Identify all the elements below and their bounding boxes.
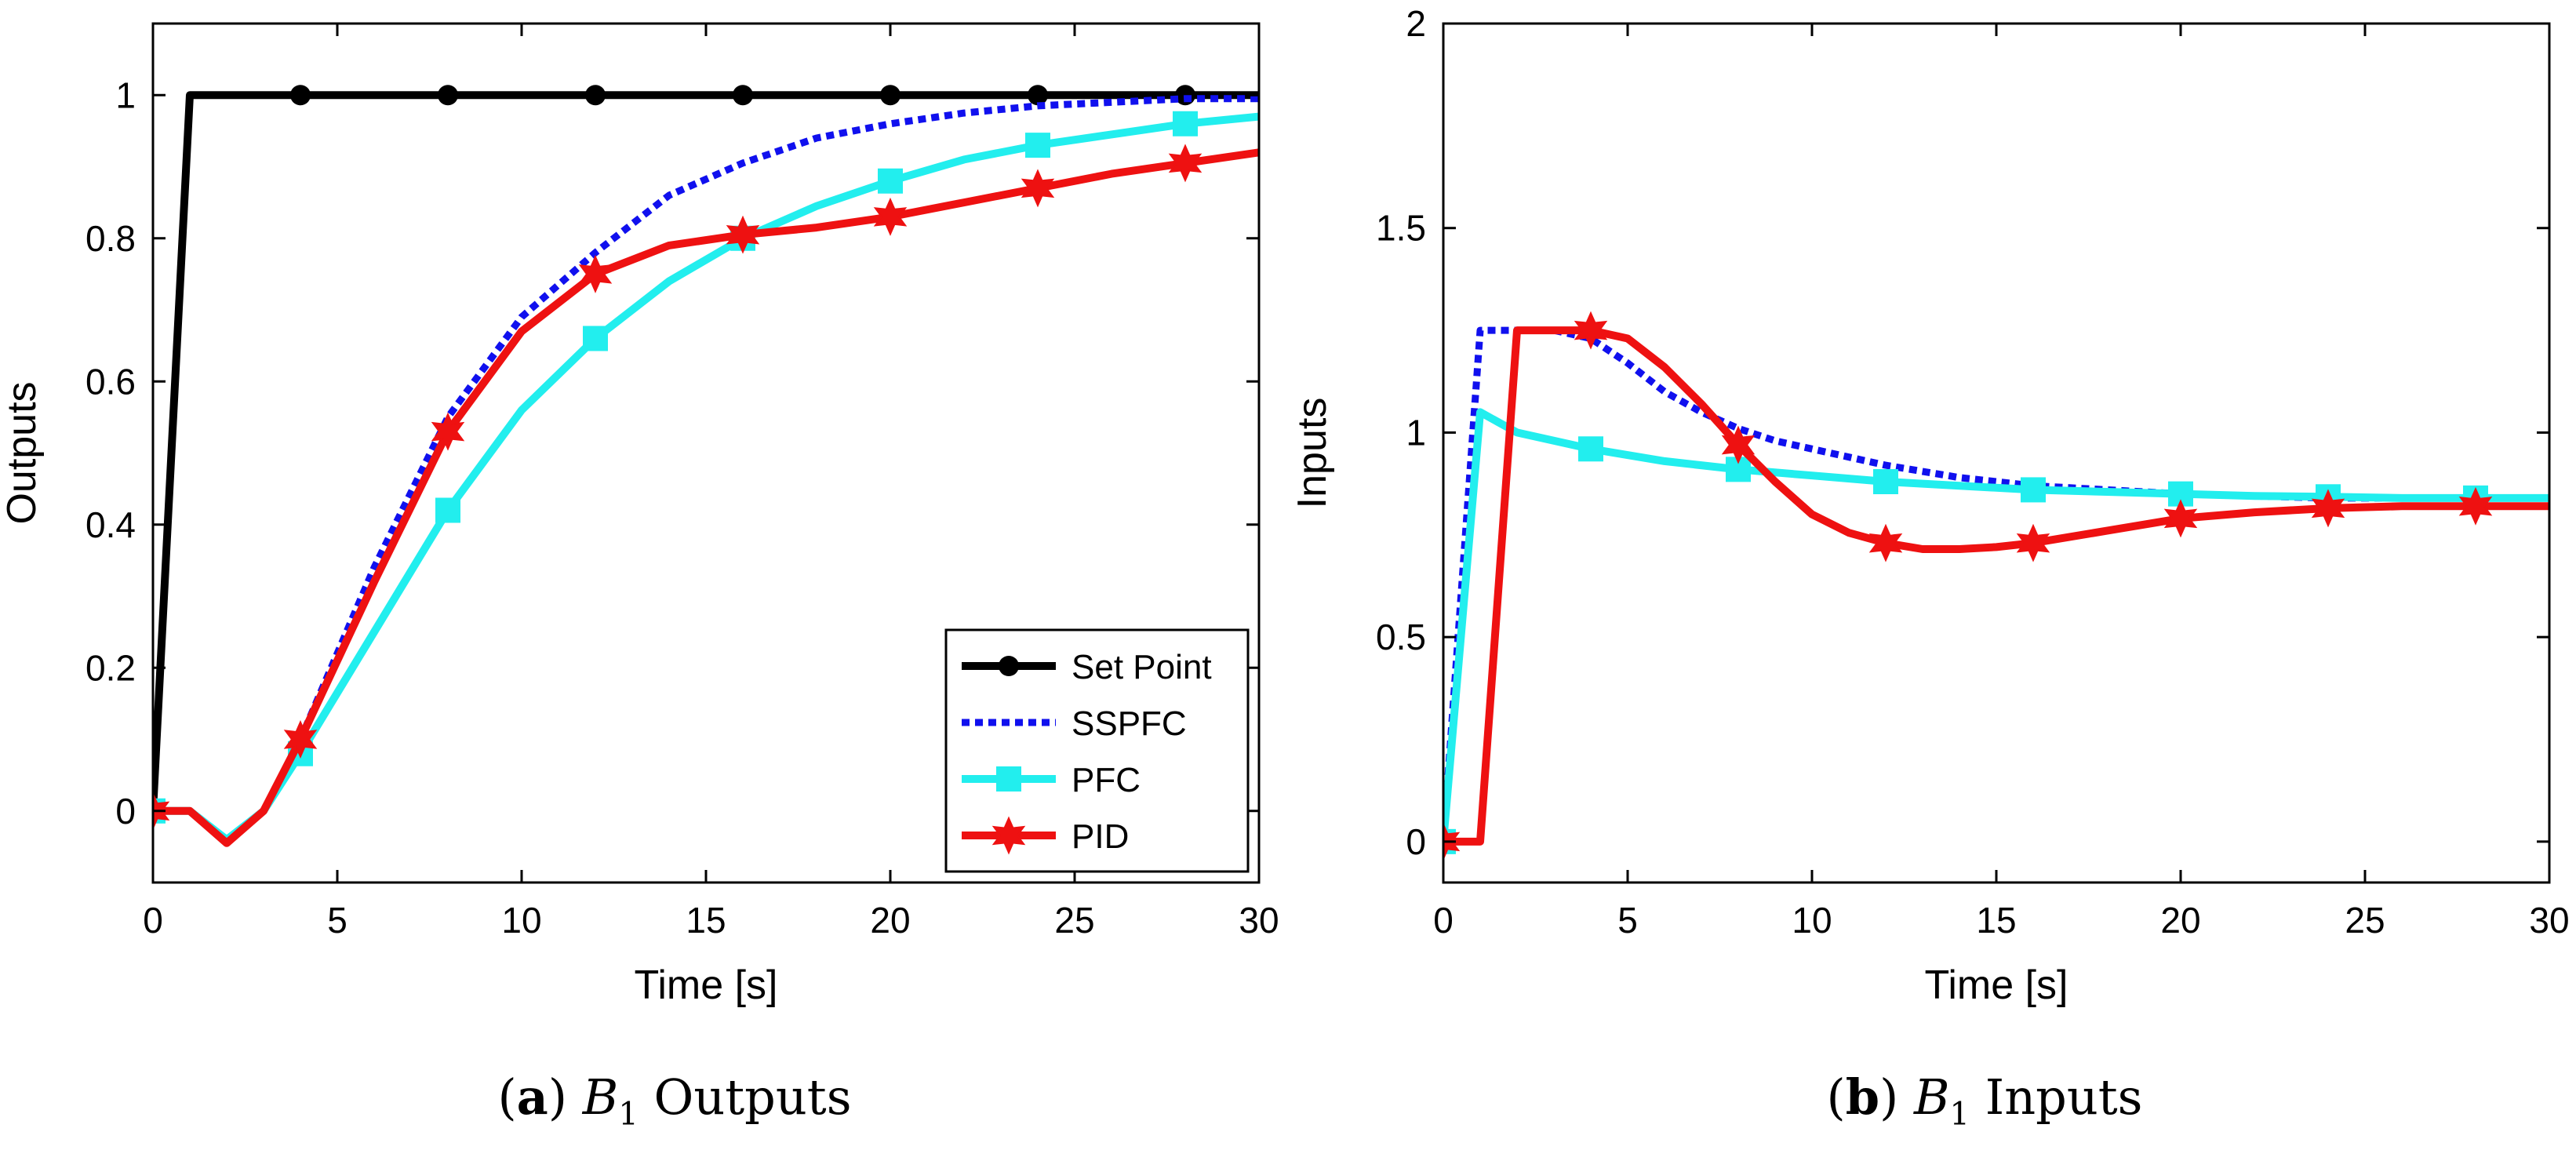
chart-a-ytick-label-3: 0.6 — [86, 361, 136, 402]
chart-a-legend-item-pid-label: PID — [1072, 817, 1129, 856]
chart-b-series-pfc-marker-1 — [1578, 436, 1603, 462]
chart-a-xtick-label-3: 15 — [686, 900, 726, 941]
chart-a-legend-item-sspfc-label: SSPFC — [1072, 704, 1187, 743]
chart-a-series-group — [153, 85, 1259, 847]
chart-a-series-pid-line — [153, 148, 1259, 847]
caption-b-subscript: 1 — [1949, 1096, 1970, 1133]
chart-a-series-pid-marker-6 — [1021, 169, 1055, 208]
chart-b-series-pid-marker-5 — [2163, 499, 2198, 538]
chart-a-xtick-label-4: 20 — [870, 900, 910, 941]
chart-b-xlabel: Time [s] — [1925, 963, 2068, 1008]
chart-b-ytick-label-4: 2 — [1406, 3, 1426, 44]
chart-a-series-set-point-marker-1 — [438, 85, 458, 106]
chart-a-xtick-label-1: 5 — [327, 900, 347, 941]
chart-a-xtick-label-2: 10 — [501, 900, 541, 941]
chart-b-series-pfc-marker-3 — [1873, 469, 1898, 494]
chart-a: 0 5 10 15 20 25 30 0 0.2 0.4 0.6 0.8 1 Time [s] Output… — [0, 22, 1279, 1008]
chart-a-series-pfc-marker-2 — [435, 497, 460, 523]
chart-b-xtick-label-0: 0 — [1433, 900, 1454, 941]
chart-b-ytick-label-1: 0.5 — [1376, 617, 1426, 657]
caption-b-label: b — [1845, 1068, 1880, 1126]
chart-a-series-pfc-marker-5 — [878, 168, 903, 194]
chart-a-legend-item-pfc-marker — [996, 766, 1021, 792]
chart-a-series-set-point-marker-4 — [880, 85, 901, 106]
chart-a-series-set-point-line — [153, 91, 1259, 812]
chart-a-xtick-label-6: 30 — [1239, 900, 1279, 941]
chart-a-xtick-label-0: 0 — [143, 900, 163, 941]
chart-a-legend-item-set-point-label: Set Point — [1072, 648, 1212, 686]
chart-b-series-pid-marker-2 — [1721, 425, 1756, 464]
chart-b-series-pid-marker-7 — [2458, 486, 2493, 526]
chart-a-legend-item-set-point-marker — [999, 656, 1019, 676]
caption-a-label: a — [516, 1068, 548, 1126]
chart-b-ytick-label-3: 1.5 — [1376, 208, 1426, 249]
chart-b-xtick-label-1: 5 — [1617, 900, 1638, 941]
chart-a-ytick-label-1: 0.2 — [86, 647, 136, 688]
caption-a: (a) B1 Outputs — [497, 1068, 852, 1133]
chart-a-legend: Set Point SSPFC PFC PID — [944, 628, 1250, 873]
chart-b-ylabel: Inputs — [1290, 398, 1335, 509]
chart-a-ytick-label-0: 0 — [115, 791, 136, 832]
caption-a-text: Outputs — [653, 1068, 852, 1126]
chart-a-ylabel: Outputs — [0, 381, 45, 524]
chart-a-series-pid-marker-5 — [873, 197, 908, 236]
chart-a-series-pid-marker-4 — [726, 215, 760, 254]
chart-b-ytick-label-0: 0 — [1406, 821, 1426, 862]
chart-b-xtick-label-2: 10 — [1792, 900, 1832, 941]
chart-a-ytick-label-2: 0.4 — [86, 504, 136, 545]
chart-a-series-set-point-marker-3 — [733, 85, 753, 106]
chart-b-series-pid-marker-6 — [2311, 489, 2345, 528]
chart-a-series-set-point-marker-0 — [290, 85, 311, 106]
chart-a-xtick-label-5: 25 — [1054, 900, 1094, 941]
caption-a-symbol: B — [582, 1068, 619, 1126]
chart-b-ytick-label-2: 1 — [1406, 412, 1426, 453]
chart-a-ytick-label-5: 1 — [115, 75, 136, 115]
chart-a-legend-item-pid-marker — [991, 816, 1026, 855]
chart-b-xtick-label-4: 20 — [2160, 900, 2200, 941]
chart-b-series-sspfc-line — [1443, 326, 2549, 842]
chart-b-series-pid-marker-3 — [1868, 523, 1903, 562]
caption-b-symbol: B — [1913, 1068, 1950, 1126]
caption-b: (b) B1 Inputs — [1826, 1068, 2143, 1133]
chart-b-series-pid-marker-1 — [1574, 311, 1608, 350]
chart-a-series-pfc-marker-6 — [1025, 133, 1050, 158]
chart-b-series-pfc-line — [1443, 408, 2549, 842]
chart-a-series-pid-marker-7 — [1168, 144, 1202, 183]
chart-a-legend-item-pfc-label: PFC — [1072, 761, 1141, 799]
chart-b-series-pfc-marker-4 — [2021, 477, 2046, 503]
caption-b-text: Inputs — [1985, 1068, 2143, 1126]
chart-a-xlabel: Time [s] — [635, 963, 778, 1008]
chart-b-xtick-label-3: 15 — [1976, 900, 2016, 941]
chart-a-series-pfc-marker-7 — [1173, 111, 1198, 136]
chart-a-series-pid-marker-1 — [283, 720, 318, 759]
chart-b: 0 5 10 15 20 25 30 0 0.5 1 1.5 2 Time [s] Inputs — [1290, 3, 2570, 1008]
chart-a-series-pfc-marker-3 — [583, 326, 608, 351]
chart-a-ytick-label-4: 0.8 — [86, 218, 136, 259]
caption-a-subscript: 1 — [618, 1096, 639, 1133]
chart-a-series-pid-marker-3 — [578, 254, 613, 293]
chart-b-series-group — [1443, 311, 2549, 861]
chart-a-series-set-point-marker-5 — [1028, 85, 1048, 106]
chart-a-series-set-point-marker-2 — [585, 85, 606, 106]
chart-b-xtick-label-6: 30 — [2529, 900, 2569, 941]
chart-a-series-pid-marker-2 — [431, 412, 465, 451]
chart-b-xtick-label-5: 25 — [2345, 900, 2385, 941]
chart-b-series-pid-marker-4 — [2016, 523, 2050, 562]
